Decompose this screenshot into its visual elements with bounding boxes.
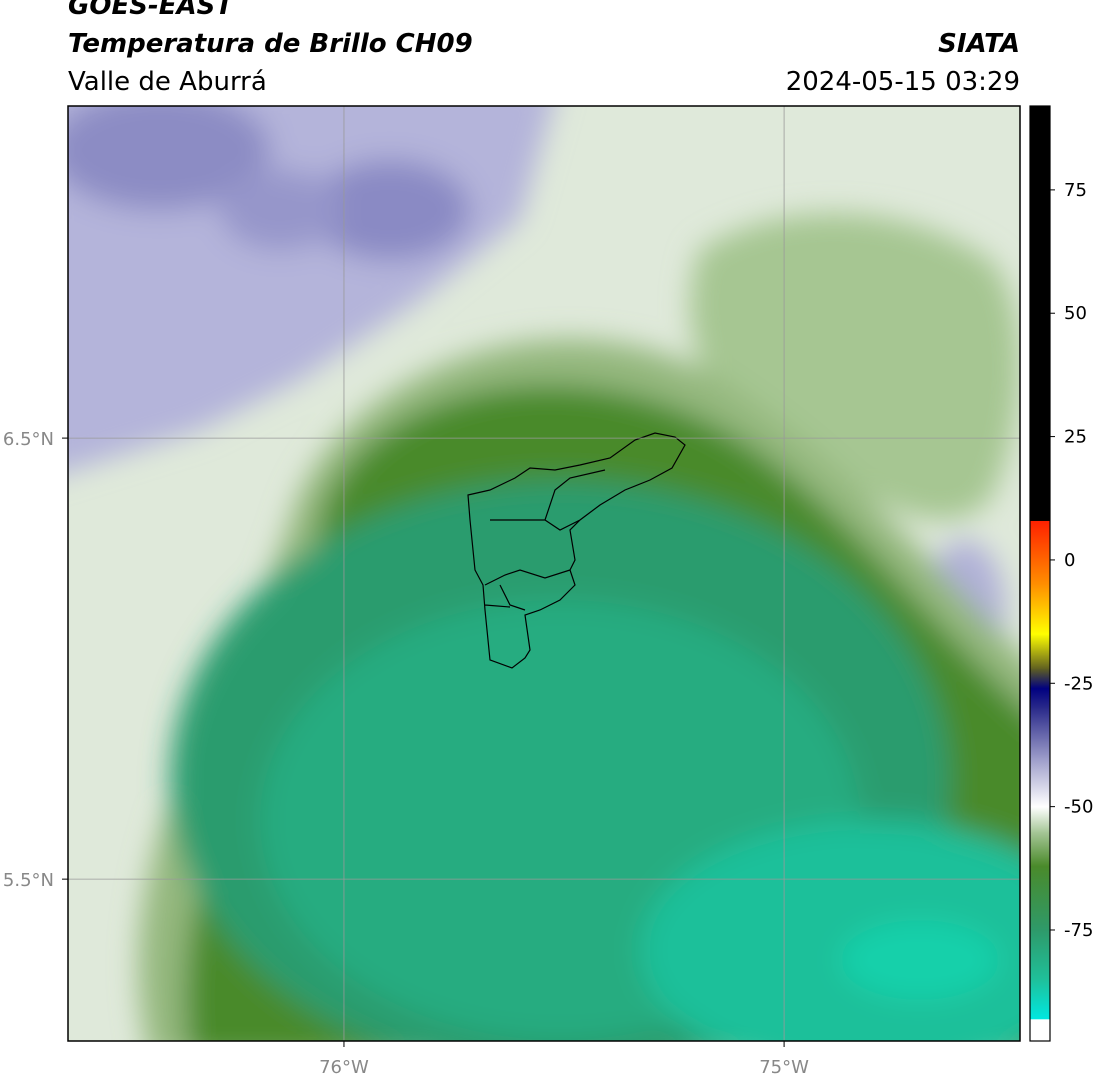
colorbar-tick-label: 0 xyxy=(1064,550,1075,571)
colorbar-segment xyxy=(1030,633,1050,669)
colorbar-segment xyxy=(1030,929,1050,980)
colorbar-tick-label: -75 xyxy=(1064,920,1093,941)
colorbar-under xyxy=(1030,1018,1050,1041)
colorbar-segment xyxy=(1030,757,1050,808)
colorbar-segment xyxy=(1030,865,1050,931)
colorbar-segment xyxy=(1030,831,1050,867)
colorbar-segment xyxy=(1030,806,1050,832)
datetime: 2024-05-15 03:29 xyxy=(786,67,1020,97)
colorbar-segment xyxy=(1030,106,1050,521)
lat-tick-label: 6.5°N xyxy=(3,429,54,450)
satellite-image xyxy=(68,106,1020,1041)
colorbar-tick-label: -50 xyxy=(1064,797,1093,818)
product: Temperatura de Brillo CH09 xyxy=(68,29,473,59)
colorbar-segment xyxy=(1030,979,1050,1020)
colorbar-segment xyxy=(1030,707,1050,758)
lat-tick-label: 5.5°N xyxy=(3,870,54,891)
colorbar-tick-label: 75 xyxy=(1064,180,1087,201)
colorbar-segment xyxy=(1030,584,1050,635)
satellite: GOES-EAST xyxy=(68,0,235,21)
colorbar-segment xyxy=(1030,668,1050,689)
municipality-borders xyxy=(467,432,686,669)
colorbar-tick-label: -25 xyxy=(1064,673,1093,694)
lon-tick-label: 76°W xyxy=(319,1057,369,1078)
region: Valle de Aburrá xyxy=(68,67,267,97)
colorbar-frame xyxy=(1029,105,1051,1042)
colorbar-tick-label: 50 xyxy=(1064,303,1087,324)
agency: SIATA xyxy=(938,29,1020,59)
colorbar-tick-label: 25 xyxy=(1064,427,1087,448)
lon-tick-label: 75°W xyxy=(759,1057,809,1078)
colorbar-segment xyxy=(1030,688,1050,709)
map-frame xyxy=(67,105,1021,1042)
colorbar-segment xyxy=(1030,520,1050,586)
